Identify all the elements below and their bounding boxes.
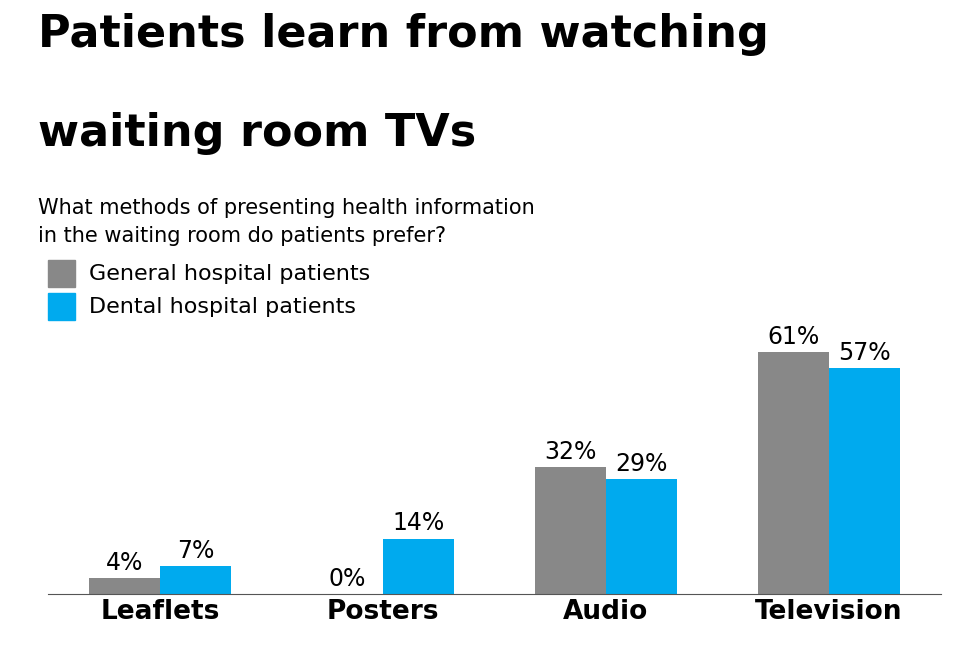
Text: General hospital patients: General hospital patients — [89, 264, 371, 284]
Bar — [383, 539, 454, 594]
Bar — [757, 352, 828, 594]
Text: 7%: 7% — [177, 539, 214, 563]
Text: Dental hospital patients: Dental hospital patients — [89, 297, 356, 317]
Text: 0%: 0% — [328, 567, 366, 591]
Text: 14%: 14% — [393, 512, 444, 535]
Text: 29%: 29% — [615, 452, 668, 476]
Text: 61%: 61% — [767, 325, 819, 349]
Text: 4%: 4% — [106, 551, 143, 575]
Bar — [535, 467, 606, 594]
Text: 57%: 57% — [838, 341, 891, 365]
Text: What methods of presenting health information
in the waiting room do patients pr: What methods of presenting health inform… — [38, 198, 535, 246]
Text: Patients learn from watching: Patients learn from watching — [38, 13, 769, 56]
Bar — [828, 368, 900, 594]
Bar — [606, 479, 677, 594]
Text: 32%: 32% — [544, 440, 596, 464]
Bar — [88, 578, 160, 594]
Bar — [160, 566, 231, 594]
Text: waiting room TVs: waiting room TVs — [38, 112, 477, 155]
